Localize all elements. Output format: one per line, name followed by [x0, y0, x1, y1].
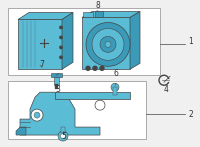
Text: 4: 4 [164, 85, 168, 94]
Circle shape [60, 36, 62, 39]
Polygon shape [82, 17, 130, 69]
Circle shape [93, 66, 97, 70]
Polygon shape [16, 127, 26, 135]
Polygon shape [62, 12, 73, 69]
Bar [55, 84, 58, 89]
Polygon shape [51, 73, 62, 77]
Text: 8: 8 [96, 1, 100, 10]
Bar [95, 11, 103, 17]
Polygon shape [55, 92, 130, 99]
Bar [8, 81, 146, 139]
Bar [54, 77, 59, 85]
Text: 3: 3 [56, 85, 60, 94]
Bar [83, 12, 93, 17]
Text: 1: 1 [189, 37, 193, 46]
Polygon shape [20, 92, 100, 135]
Circle shape [95, 100, 105, 110]
Polygon shape [82, 11, 140, 17]
Circle shape [86, 22, 130, 66]
Circle shape [92, 28, 124, 60]
Text: 5: 5 [62, 132, 66, 141]
Circle shape [58, 131, 68, 141]
Circle shape [86, 66, 90, 70]
Circle shape [100, 66, 104, 70]
Bar [61, 127, 65, 133]
Circle shape [100, 36, 116, 52]
Text: 2: 2 [189, 110, 193, 119]
Circle shape [31, 109, 43, 121]
Polygon shape [18, 19, 62, 69]
Circle shape [105, 41, 111, 47]
Text: 7: 7 [40, 60, 44, 69]
Circle shape [60, 133, 66, 138]
Circle shape [34, 112, 40, 118]
Polygon shape [130, 11, 140, 69]
Text: 6: 6 [114, 69, 118, 78]
Circle shape [60, 46, 62, 49]
Circle shape [60, 26, 62, 29]
Polygon shape [18, 12, 73, 19]
Circle shape [111, 83, 119, 91]
Bar [8, 7, 160, 75]
Bar [113, 87, 117, 95]
Circle shape [60, 56, 62, 59]
